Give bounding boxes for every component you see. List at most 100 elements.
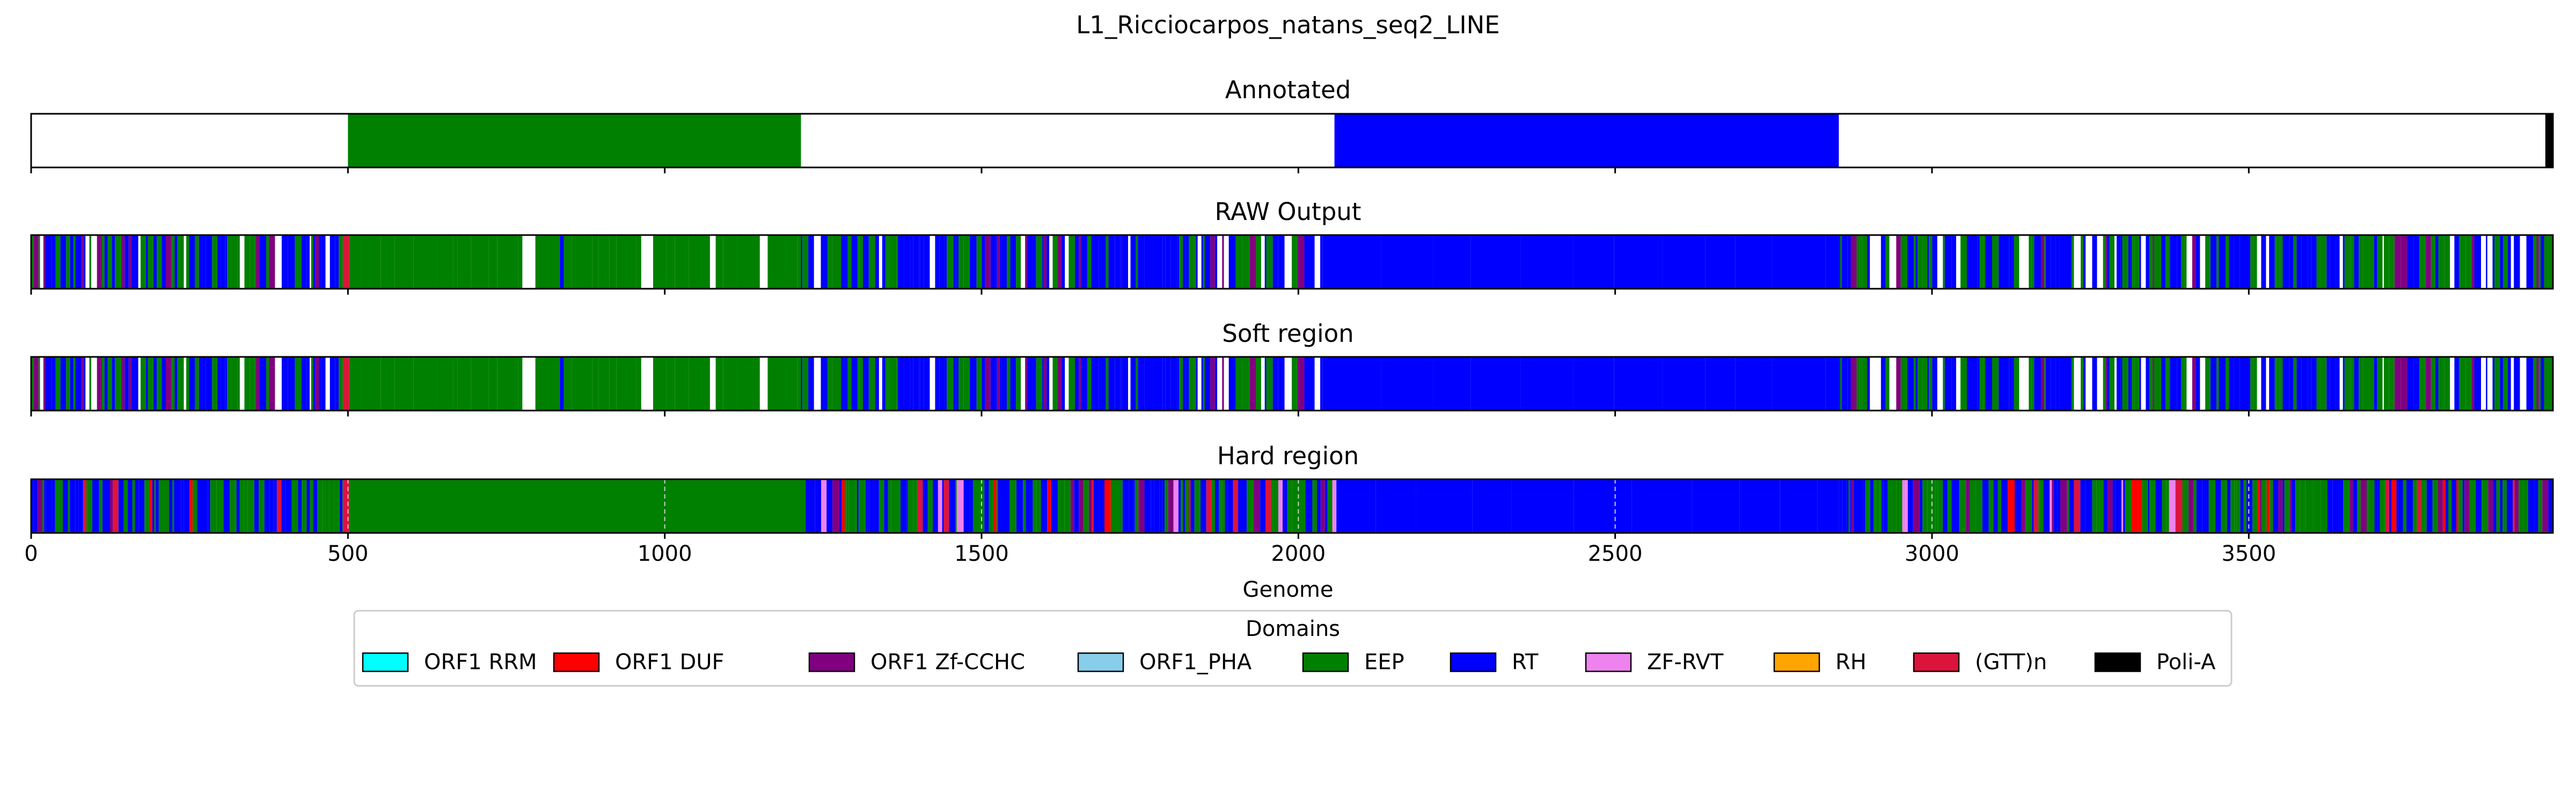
domain-segment [1023, 479, 1026, 533]
domain-segment [2359, 357, 2363, 411]
domain-segment [1042, 357, 1044, 411]
domain-segment [609, 357, 617, 411]
domain-segment [1907, 357, 1914, 411]
domain-segment [1049, 235, 1053, 289]
domain-segment [2458, 357, 2461, 411]
domain-segment [325, 235, 330, 289]
domain-segment [2296, 235, 2302, 289]
legend-swatch [1450, 652, 1497, 672]
domain-segment [1179, 235, 1183, 289]
domain-segment [821, 235, 828, 289]
domain-segment [1320, 479, 1325, 533]
domain-segment [1027, 235, 1033, 289]
domain-segment [1214, 479, 1219, 533]
domain-segment [1870, 357, 1875, 411]
domain-segment [1977, 357, 1980, 411]
domain-segment [2276, 357, 2279, 411]
domain-segment [2337, 479, 2344, 533]
domain-segment [2177, 357, 2181, 411]
domain-segment [194, 235, 199, 289]
legend-swatch [1077, 652, 1124, 672]
domain-segment [2219, 235, 2226, 289]
domain-segment [1204, 235, 1211, 289]
domain-segment [55, 357, 61, 411]
domain-segment [2059, 235, 2065, 289]
domain-segment [1889, 235, 1894, 289]
domain-segment [1162, 357, 1166, 411]
domain-segment [753, 357, 760, 411]
domain-segment [171, 235, 175, 289]
domain-segment [2246, 357, 2251, 411]
domain-segment [40, 235, 43, 289]
domain-segment [1247, 479, 1254, 533]
domain-segment [1292, 235, 1298, 289]
legend-label: RH [1835, 650, 1867, 675]
domain-segment [1320, 357, 1323, 411]
domain-segment [2122, 235, 2128, 289]
domain-segment [996, 479, 998, 533]
domain-segment [592, 357, 599, 411]
domain-segment [1151, 479, 1154, 533]
domain-segment [2533, 357, 2535, 411]
domain-segment [2330, 235, 2336, 289]
domain-segment [1288, 235, 1292, 289]
domain-segment [2494, 235, 2500, 289]
domain-segment [1931, 479, 1936, 533]
domain-segment [2226, 357, 2229, 411]
domain-segment [2050, 479, 2052, 533]
domain-segment [1883, 479, 1886, 533]
legend-label: ORF1 Zf-CCHC [870, 650, 1025, 675]
domain-segment [1046, 235, 1050, 289]
domain-segment [189, 357, 195, 411]
domain-segment [2464, 479, 2470, 533]
domain-segment [897, 357, 904, 411]
domain-segment [2351, 235, 2354, 289]
domain-segment [930, 357, 935, 411]
domain-segment [2377, 357, 2383, 411]
domain-segment [2435, 235, 2439, 289]
domain-segment [2180, 235, 2185, 289]
domain-segment [1870, 235, 1875, 289]
domain-segment [2147, 235, 2149, 289]
domain-segment [2438, 357, 2445, 411]
domain-segment [548, 357, 560, 411]
domain-segment [1860, 235, 1862, 289]
domain-segment [70, 479, 76, 533]
domain-segment [2357, 479, 2359, 533]
domain-segment [2542, 479, 2549, 533]
domain-segment [310, 235, 311, 289]
domain-segment [879, 235, 882, 289]
domain-segment [2321, 479, 2328, 533]
domain-segment [1905, 479, 1908, 533]
domain-segment [2456, 479, 2458, 533]
domain-segment [2282, 235, 2289, 289]
domain-segment [963, 357, 970, 411]
domain-segment [154, 479, 156, 533]
domain-segment [1210, 357, 1215, 411]
domain-segment [44, 479, 46, 533]
domain-segment [1138, 479, 1145, 533]
domain-segment [298, 479, 302, 533]
domain-segment [805, 479, 810, 533]
domain-segment [910, 357, 913, 411]
domain-segment [2458, 235, 2461, 289]
domain-segment [2417, 479, 2421, 533]
domain-segment [1194, 357, 1196, 411]
domain-segment [1885, 357, 1890, 411]
domain-segment [865, 479, 868, 533]
domain-segment [2009, 235, 2012, 289]
domain-segment [2419, 357, 2426, 411]
domain-segment [2134, 357, 2140, 411]
domain-segment [2031, 357, 2035, 411]
domain-segment [97, 235, 102, 289]
domain-segment [2438, 235, 2445, 289]
domain-segment [759, 235, 768, 289]
domain-segment [908, 479, 913, 533]
domain-segment [1889, 357, 1894, 411]
domain-segment [140, 357, 146, 411]
domain-segment [2426, 479, 2433, 533]
domain-segment [1016, 235, 1021, 289]
domain-segment [2465, 235, 2472, 289]
domain-segment [2034, 235, 2041, 289]
domain-segment [269, 357, 275, 411]
